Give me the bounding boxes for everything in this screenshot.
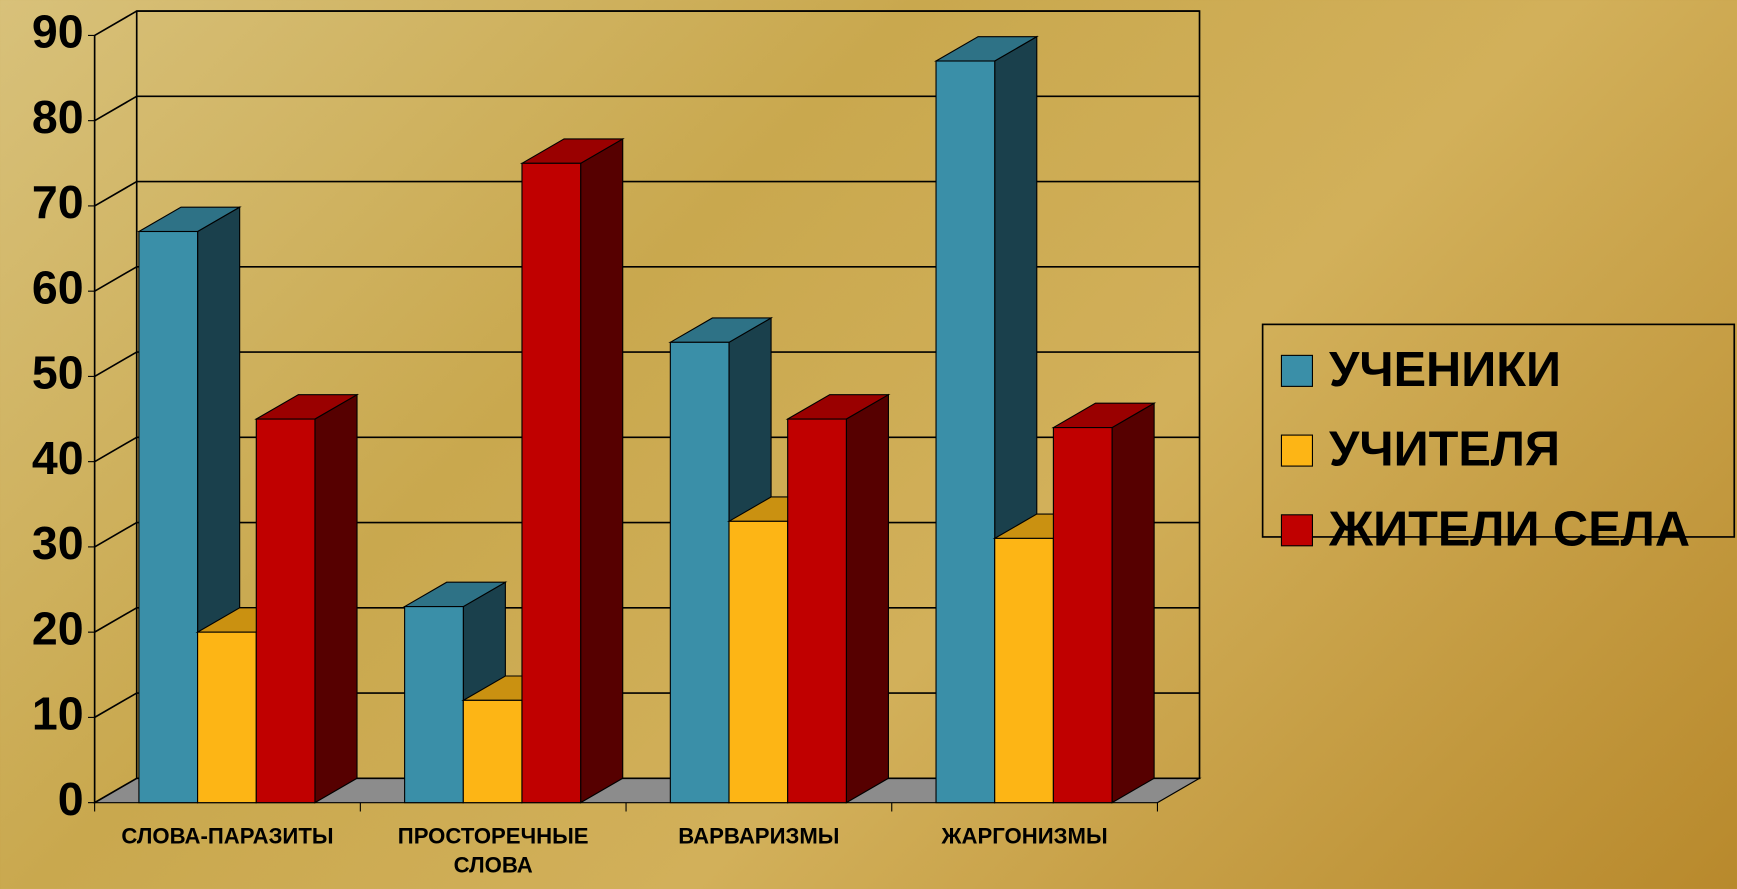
grid-line-side <box>94 180 138 207</box>
x-tick-label-box: СЛОВА-ПАРАЗИТЫ <box>121 824 334 850</box>
bar <box>935 60 996 804</box>
bar <box>994 537 1054 804</box>
bar <box>404 606 464 804</box>
x-tick-label: ПРОСТОРЕЧНЫЕ СЛОВА <box>397 824 589 878</box>
bar <box>462 699 523 804</box>
legend-label: УЧИТЕЛЯ <box>1329 423 1560 477</box>
grid-line-side <box>94 521 138 548</box>
grid-line-side <box>94 607 138 633</box>
bar <box>521 162 582 804</box>
x-tick-label: ЖАРГОНИЗМЫ <box>941 824 1108 850</box>
bar <box>787 418 847 804</box>
legend-swatch <box>1280 354 1313 387</box>
bar <box>197 631 257 804</box>
y-tick-label: 60 <box>32 261 84 313</box>
bar-side <box>1111 402 1155 804</box>
legend-swatch <box>1280 434 1313 467</box>
x-tick-label-box: ВАРВАРИЗМЫ <box>678 824 840 850</box>
y-tick-label: 30 <box>32 517 84 569</box>
y-tick-label: 40 <box>32 432 84 484</box>
y-tick-label: 10 <box>32 688 84 740</box>
legend-box <box>1261 323 1736 538</box>
bar <box>1052 427 1113 804</box>
bar <box>138 230 199 804</box>
grid-line-side <box>94 351 138 378</box>
y-tick-label: 70 <box>32 176 84 228</box>
bar-side <box>580 137 624 804</box>
legend-swatch <box>1280 514 1313 547</box>
bar <box>255 418 316 804</box>
x-tick-label: СЛОВА-ПАРАЗИТЫ <box>121 824 334 850</box>
grid-line-side <box>94 692 138 719</box>
bar-side <box>845 393 889 804</box>
y-tick-label: 20 <box>32 602 84 654</box>
grid-line-side <box>94 95 138 122</box>
bar <box>669 341 730 804</box>
bar-side <box>314 393 358 804</box>
bar <box>728 520 789 804</box>
y-tick-label: 0 <box>58 773 84 825</box>
x-tick-label-box: ПРОСТОРЕЧНЫЕ СЛОВА <box>397 824 589 878</box>
y-tick-label: 50 <box>32 347 84 399</box>
grid-line-side <box>94 10 138 37</box>
legend-label: ЖИТЕЛИ СЕЛА <box>1328 502 1690 556</box>
x-tick-label-box: ЖАРГОНИЗМЫ <box>941 824 1108 850</box>
grid-line-side <box>94 777 138 804</box>
x-tick-label: ВАРВАРИЗМЫ <box>678 824 840 850</box>
y-tick-label: 80 <box>32 91 84 143</box>
legend-label: УЧЕНИКИ <box>1329 343 1561 397</box>
grid-line-side <box>94 266 138 292</box>
grid-line-side <box>94 436 138 463</box>
y-tick-label: 90 <box>32 6 84 58</box>
